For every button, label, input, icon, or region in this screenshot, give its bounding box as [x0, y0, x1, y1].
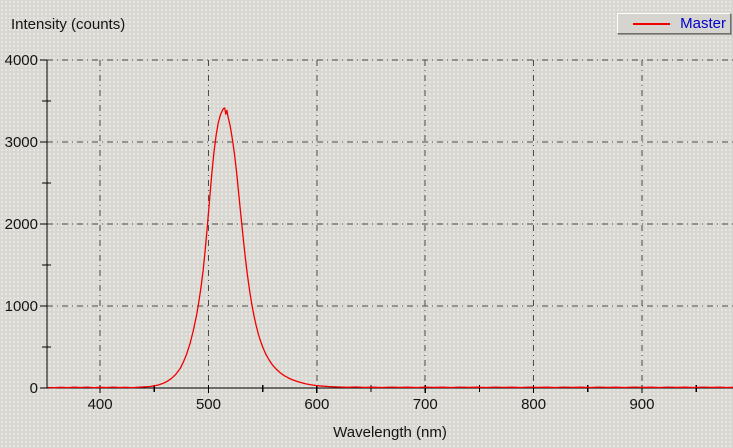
y-axis-title: Intensity (counts) [11, 16, 126, 33]
y-tick-label: 4000 [5, 52, 38, 69]
y-tick-label: 2000 [5, 216, 38, 233]
x-tick-label: 700 [413, 396, 438, 413]
x-tick-label: 500 [196, 396, 221, 413]
x-tick-label: 800 [521, 396, 546, 413]
x-tick-label: 600 [304, 396, 329, 413]
y-tick-label: 1000 [5, 298, 38, 315]
legend-master[interactable]: Master [617, 13, 731, 34]
x-axis-title: Wavelength (nm) [333, 424, 447, 441]
legend-label: Master [680, 15, 726, 32]
spectrum-trace [47, 107, 733, 389]
x-tick-label: 400 [88, 396, 113, 413]
y-tick-label: 3000 [5, 134, 38, 151]
y-tick-label: 0 [30, 380, 38, 397]
legend-line-swatch [633, 22, 670, 25]
x-tick-label: 900 [629, 396, 654, 413]
